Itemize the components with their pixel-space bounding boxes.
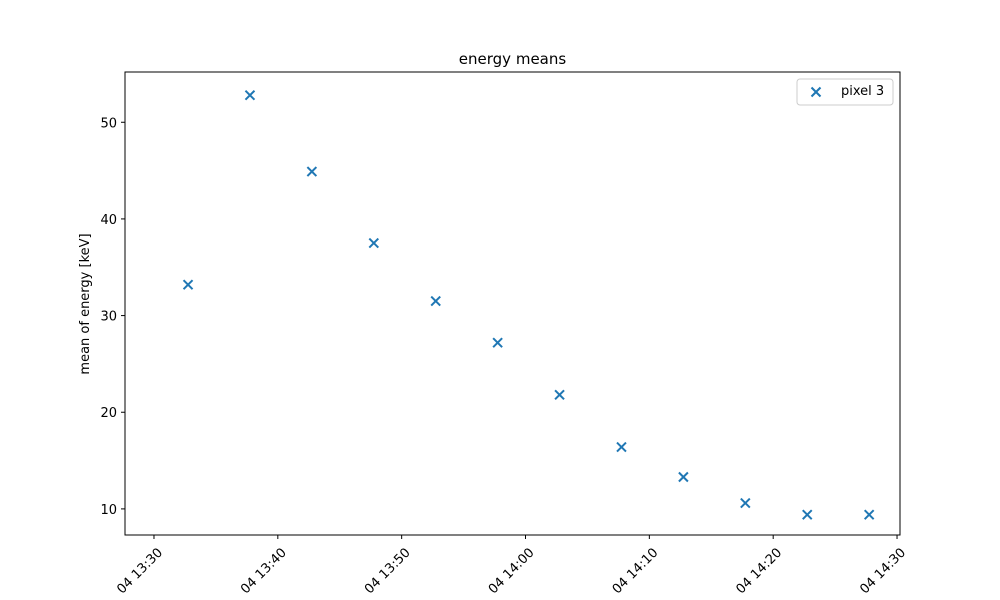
y-tick-label: 50	[100, 116, 117, 131]
x-tick-label: 04 13:30	[114, 545, 166, 597]
data-point	[802, 509, 813, 520]
x-tick-label: 04 14:10	[610, 545, 662, 597]
x-tick-label: 04 13:50	[362, 545, 414, 597]
chart-title: energy means	[459, 50, 567, 68]
data-point	[182, 279, 194, 290]
x-tick-label: 04 13:40	[238, 545, 290, 597]
y-axis-label-group: mean of energy [keV]	[78, 233, 93, 374]
data-point	[616, 441, 627, 453]
y-tick-label: 10	[100, 503, 117, 518]
legend: pixel 3	[796, 78, 894, 106]
data-point	[678, 471, 689, 483]
data-point	[430, 295, 441, 307]
data-point	[554, 389, 565, 401]
plot-area-frame	[124, 71, 901, 536]
legend-marker	[810, 86, 822, 98]
x-axis: 04 13:30 04 13:40 04 13:50 04 14:00 04 14:10…	[114, 535, 909, 597]
y-tick-label: 20	[100, 406, 117, 421]
y-tick-label: 40	[100, 213, 117, 228]
data-point	[863, 509, 875, 520]
data-point	[368, 237, 380, 249]
series-pixel-3	[182, 89, 875, 520]
legend-label: pixel 3	[841, 84, 884, 99]
y-axis: 10 20 30 40 50	[100, 116, 125, 518]
data-point	[306, 166, 318, 177]
legend-box	[796, 78, 894, 106]
y-axis-label: mean of energy [keV]	[78, 233, 93, 374]
x-tick-label: 04 14:00	[486, 545, 538, 597]
data-point	[492, 337, 503, 348]
data-point	[244, 89, 256, 101]
x-tick-label: 04 14:20	[734, 545, 786, 597]
y-tick-label: 30	[100, 310, 117, 325]
data-point	[740, 497, 751, 509]
x-tick-label: 04 14:30	[857, 545, 909, 597]
legend-marker-icon	[810, 86, 822, 98]
